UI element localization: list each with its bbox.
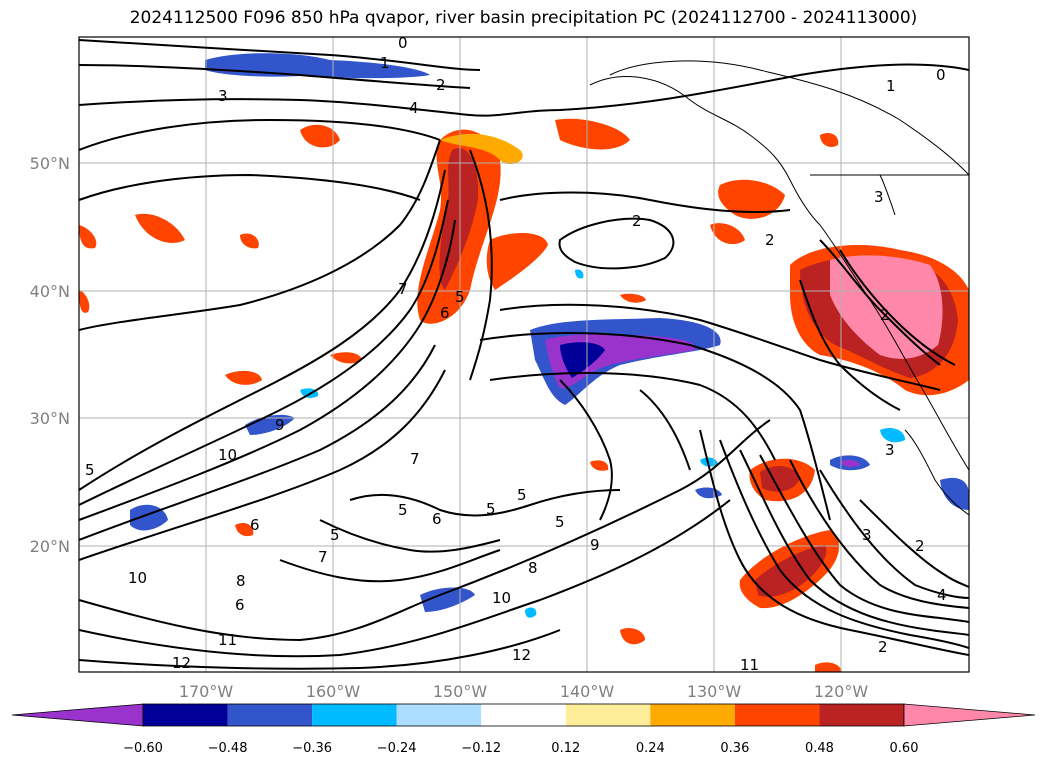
lon-label-140w: 140°W: [560, 682, 615, 701]
contour-label: 1: [886, 77, 896, 95]
contour-label: 3: [874, 188, 884, 206]
contour-label: 1: [380, 54, 390, 72]
colorbar-tick-label: −0.36: [292, 741, 332, 756]
contour-label: 5: [398, 501, 408, 519]
contour-label: 3: [885, 441, 895, 459]
contour-label: 10: [218, 446, 237, 464]
contour-label: 6: [250, 516, 260, 534]
contour-label: 4: [409, 99, 419, 117]
contour-label: 10: [492, 589, 511, 607]
contour-label: 2: [632, 212, 642, 230]
colorbar-tick-label: 0.24: [636, 741, 665, 756]
colorbar-box: [650, 704, 735, 726]
contour-label: 8: [236, 572, 246, 590]
colorbar-tick-label: −0.48: [208, 741, 248, 756]
colorbar-tick-label: 0.36: [720, 741, 749, 756]
contour-label: 7: [318, 548, 328, 566]
colorbar-box: [312, 704, 397, 726]
contour-label: 5: [330, 526, 340, 544]
contour-label: 5: [517, 486, 527, 504]
colorbar-box: [819, 704, 904, 726]
contour-label: 2: [915, 537, 925, 555]
contour-label: 4: [937, 586, 947, 604]
contour-label: 5: [455, 288, 465, 306]
contour-label: 5: [555, 513, 565, 531]
colorbar-tick-label: −0.24: [377, 741, 417, 756]
contour-label: 5: [85, 461, 95, 479]
colorbar: −0.60 −0.48 −0.36 −0.24 −0.12 0.12 0.24 0.36 0.4…: [11, 703, 1036, 756]
contour-label: 5: [486, 500, 496, 518]
contour-label: 2: [765, 231, 775, 249]
colorbar-tick-label: 0.60: [890, 741, 919, 756]
colorbar-extend-high: [903, 703, 1036, 727]
lon-label-160w: 160°W: [306, 682, 361, 701]
colorbar-tick-label: 0.48: [805, 741, 834, 756]
lat-label-30n: 30°N: [30, 409, 70, 428]
lat-label-50n: 50°N: [30, 154, 70, 173]
contour-labels: 0 1 2 3 4 1 0 2 2 3 2 7 5 6 9 10 5 7 5 6…: [85, 34, 947, 674]
contour-label: 7: [398, 280, 408, 298]
contour-label: 9: [590, 536, 600, 554]
contour-label: 3: [862, 526, 872, 544]
qvapor-contours: [79, 39, 969, 670]
contour-label: 0: [398, 34, 408, 52]
colorbar-box: [227, 704, 313, 726]
contour-label: 6: [235, 596, 245, 614]
longitude-labels: 170°W 160°W 150°W 140°W 130°W 120°W: [179, 682, 869, 701]
colorbar-boxes: [142, 703, 905, 727]
map-title: 2024112500 F096 850 hPa qvapor, river ba…: [129, 8, 918, 28]
colorbar-extend-low: [11, 703, 144, 727]
contour-label: 2: [880, 306, 890, 324]
coastlines: [589, 60, 969, 516]
colorbar-box: [481, 704, 566, 726]
lon-label-130w: 130°W: [687, 682, 742, 701]
contour-label: 11: [218, 631, 237, 649]
contour-label: 10: [128, 569, 147, 587]
lon-label-120w: 120°W: [814, 682, 869, 701]
lon-label-170w: 170°W: [179, 682, 234, 701]
colorbar-tick-label: −0.60: [123, 741, 163, 756]
map-content: 0 1 2 3 4 1 0 2 2 3 2 7 5 6 9 10 5 7 5 6…: [79, 34, 969, 674]
lat-label-20n: 20°N: [30, 537, 70, 556]
colorbar-tick-label: 0.12: [551, 741, 580, 756]
latitude-labels: 50°N 40°N 30°N 20°N: [30, 154, 70, 556]
lon-label-150w: 150°W: [433, 682, 488, 701]
contour-label: 2: [878, 638, 888, 656]
colorbar-tick-labels: −0.60 −0.48 −0.36 −0.24 −0.12 0.12 0.24 0.36 0.4…: [123, 741, 918, 756]
contour-label: 6: [432, 510, 442, 528]
colorbar-box: [734, 704, 820, 726]
lat-label-40n: 40°N: [30, 282, 70, 301]
contour-label: 12: [172, 654, 191, 672]
contour-label: 11: [740, 656, 759, 674]
contour-label: 7: [410, 450, 420, 468]
colorbar-tick-label: −0.12: [461, 741, 501, 756]
contour-label: 2: [436, 76, 446, 94]
graticule: [79, 37, 969, 672]
contour-label: 9: [275, 416, 285, 434]
contour-label: 3: [218, 87, 228, 105]
colorbar-box: [565, 704, 651, 726]
contour-label: 8: [528, 559, 538, 577]
colorbar-box: [143, 704, 228, 726]
map-frame: [78, 36, 970, 673]
contour-label: 12: [512, 646, 531, 664]
contour-label: 6: [440, 304, 450, 322]
colorbar-box: [396, 704, 482, 726]
contour-label: 0: [936, 66, 946, 84]
